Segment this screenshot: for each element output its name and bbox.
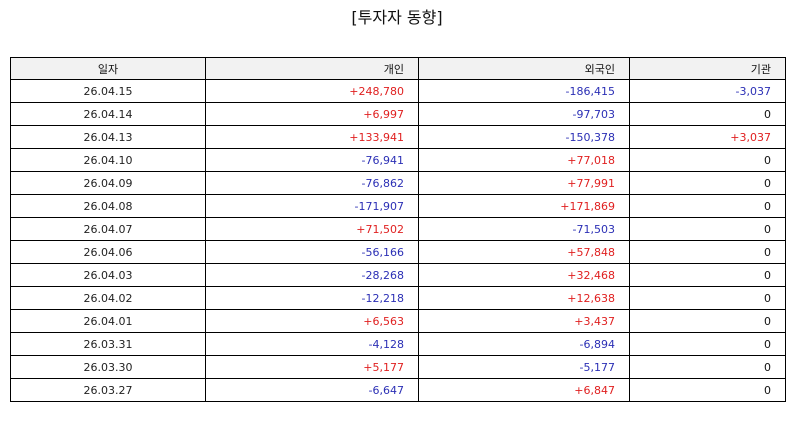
table-row: 26.04.03 -28,268 +32,468 0: [10, 263, 786, 287]
cell-individual: -76,941: [205, 148, 419, 172]
table-row: 26.04.13 +133,941 -150,378 +3,037: [10, 125, 786, 149]
cell-individual: -6,647: [205, 378, 419, 402]
cell-institution: 0: [629, 309, 786, 333]
cell-institution: 0: [629, 332, 786, 356]
table-row: 26.03.27 -6,647 +6,847 0: [10, 378, 786, 402]
cell-foreign: +171,869: [418, 194, 630, 218]
cell-foreign: +12,638: [418, 286, 630, 310]
header-institution: 기관: [629, 57, 786, 80]
cell-individual: -76,862: [205, 171, 419, 195]
cell-foreign: -186,415: [418, 79, 630, 103]
cell-date: 26.04.03: [10, 263, 206, 287]
header-date: 일자: [10, 57, 206, 80]
cell-institution: 0: [629, 240, 786, 264]
cell-date: 26.04.10: [10, 148, 206, 172]
cell-date: 26.04.09: [10, 171, 206, 195]
cell-institution: 0: [629, 217, 786, 241]
cell-individual: -56,166: [205, 240, 419, 264]
cell-foreign: +3,437: [418, 309, 630, 333]
cell-foreign: -5,177: [418, 355, 630, 379]
header-foreign: 외국인: [418, 57, 630, 80]
cell-date: 26.04.14: [10, 102, 206, 126]
cell-individual: -4,128: [205, 332, 419, 356]
table-header-row: 일자 개인 외국인 기관: [10, 57, 786, 80]
cell-date: 26.03.30: [10, 355, 206, 379]
cell-individual: -171,907: [205, 194, 419, 218]
cell-institution: +3,037: [629, 125, 786, 149]
cell-institution: 0: [629, 378, 786, 402]
table-row: 26.04.06 -56,166 +57,848 0: [10, 240, 786, 264]
cell-institution: -3,037: [629, 79, 786, 103]
cell-date: 26.04.13: [10, 125, 206, 149]
investor-trend-table: 일자 개인 외국인 기관 26.04.15 +248,780 -186,415 -3,…: [10, 57, 786, 402]
table-row: 26.04.09 -76,862 +77,991 0: [10, 171, 786, 195]
cell-individual: +5,177: [205, 355, 419, 379]
cell-date: 26.04.08: [10, 194, 206, 218]
cell-date: 26.04.07: [10, 217, 206, 241]
cell-individual: +6,563: [205, 309, 419, 333]
page-title: [투자자 동향]: [351, 8, 443, 27]
table-row: 26.04.15 +248,780 -186,415 -3,037: [10, 79, 786, 103]
cell-institution: 0: [629, 171, 786, 195]
cell-individual: +71,502: [205, 217, 419, 241]
cell-individual: +133,941: [205, 125, 419, 149]
table-row: 26.04.01 +6,563 +3,437 0: [10, 309, 786, 333]
cell-foreign: -6,894: [418, 332, 630, 356]
cell-institution: 0: [629, 148, 786, 172]
cell-date: 26.03.27: [10, 378, 206, 402]
cell-institution: 0: [629, 102, 786, 126]
cell-foreign: +77,018: [418, 148, 630, 172]
cell-foreign: +77,991: [418, 171, 630, 195]
cell-date: 26.03.31: [10, 332, 206, 356]
table-row: 26.03.30 +5,177 -5,177 0: [10, 355, 786, 379]
table-row: 26.04.02 -12,218 +12,638 0: [10, 286, 786, 310]
cell-individual: -28,268: [205, 263, 419, 287]
cell-institution: 0: [629, 194, 786, 218]
table-row: 26.04.10 -76,941 +77,018 0: [10, 148, 786, 172]
cell-date: 26.04.15: [10, 79, 206, 103]
cell-foreign: +32,468: [418, 263, 630, 287]
cell-individual: +248,780: [205, 79, 419, 103]
cell-foreign: -97,703: [418, 102, 630, 126]
cell-individual: -12,218: [205, 286, 419, 310]
table-row: 26.04.08 -171,907 +171,869 0: [10, 194, 786, 218]
cell-institution: 0: [629, 286, 786, 310]
header-individual: 개인: [205, 57, 419, 80]
cell-date: 26.04.01: [10, 309, 206, 333]
cell-foreign: -71,503: [418, 217, 630, 241]
table-body: 26.04.15 +248,780 -186,415 -3,037 26.04.14 +6…: [10, 79, 786, 402]
cell-foreign: +6,847: [418, 378, 630, 402]
cell-institution: 0: [629, 355, 786, 379]
cell-date: 26.04.06: [10, 240, 206, 264]
cell-foreign: +57,848: [418, 240, 630, 264]
cell-foreign: -150,378: [418, 125, 630, 149]
table-row: 26.04.07 +71,502 -71,503 0: [10, 217, 786, 241]
cell-institution: 0: [629, 263, 786, 287]
cell-date: 26.04.02: [10, 286, 206, 310]
table-row: 26.03.31 -4,128 -6,894 0: [10, 332, 786, 356]
cell-individual: +6,997: [205, 102, 419, 126]
table-row: 26.04.14 +6,997 -97,703 0: [10, 102, 786, 126]
